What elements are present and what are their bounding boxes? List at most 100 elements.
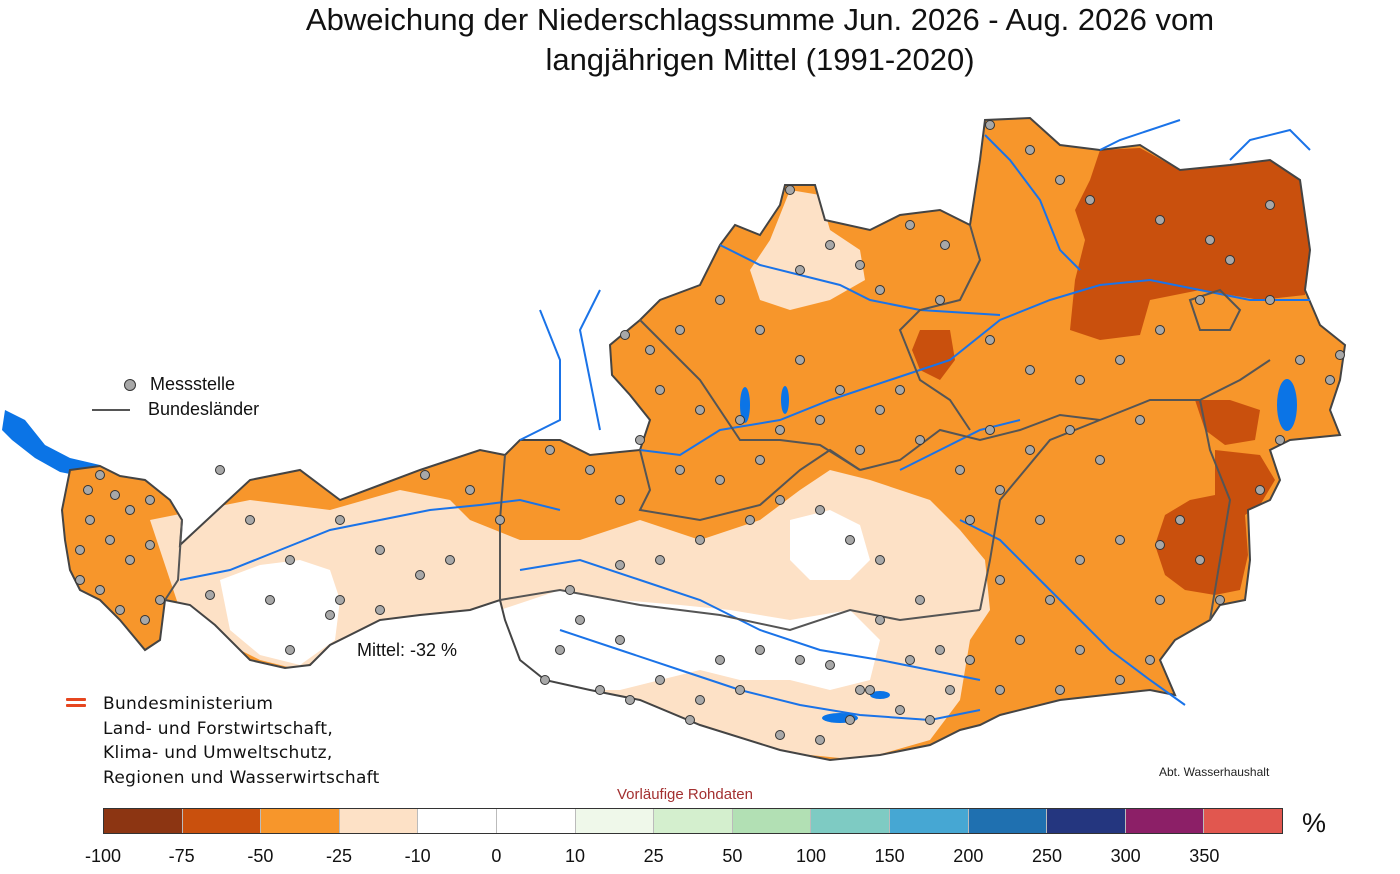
station-marker: [1065, 425, 1075, 435]
station-marker: [1055, 685, 1065, 695]
station-marker: [795, 355, 805, 365]
station-marker: [655, 555, 665, 565]
station-marker: [325, 610, 335, 620]
station-marker: [645, 345, 655, 355]
station-marker: [375, 545, 385, 555]
color-scale-tick-label: 100: [795, 846, 827, 866]
station-marker: [695, 405, 705, 415]
station-marker: [915, 435, 925, 445]
color-scale-tick-label: 250: [1031, 846, 1063, 866]
station-marker: [83, 485, 93, 495]
color-scale-unit: %: [1302, 808, 1327, 838]
station-marker: [995, 485, 1005, 495]
station-marker: [1195, 295, 1205, 305]
station-marker: [845, 535, 855, 545]
lake-constance: [2, 410, 100, 478]
station-marker: [110, 490, 120, 500]
station-marker: [95, 470, 105, 480]
station-marker: [755, 455, 765, 465]
station-marker: [1115, 675, 1125, 685]
station-marker: [1085, 195, 1095, 205]
station-marker: [855, 260, 865, 270]
station-marker: [655, 385, 665, 395]
austrian-flag-icon: [66, 698, 86, 790]
color-scale-tick-label: -25: [325, 846, 353, 866]
legend-border-label: Bundesländer: [148, 399, 260, 419]
station-marker: [995, 685, 1005, 695]
lake-traunsee: [781, 386, 789, 414]
color-scale-segment: [182, 809, 262, 833]
station-marker: [715, 475, 725, 485]
station-marker: [865, 685, 875, 695]
ministry-line-3: Klima- und Umweltschutz,: [103, 743, 333, 763]
station-marker: [755, 325, 765, 335]
station-marker: [375, 605, 385, 615]
station-marker: [145, 495, 155, 505]
station-marker: [1115, 535, 1125, 545]
region-normal-centre: [790, 510, 870, 580]
color-scale-segment: [418, 809, 497, 833]
station-marker: [785, 185, 795, 195]
station-marker: [1025, 365, 1035, 375]
border-line-icon: [92, 408, 130, 411]
station-marker: [845, 715, 855, 725]
station-marker: [215, 465, 225, 475]
ministry-line-2: Land- und Forstwirtschaft,: [103, 718, 334, 739]
station-marker: [875, 405, 885, 415]
legend-border-row: Bundesländer: [92, 397, 259, 422]
color-scale-segment: [104, 809, 183, 833]
station-marker: [835, 385, 845, 395]
station-marker: [775, 495, 785, 505]
station-marker: [615, 635, 625, 645]
station-marker: [585, 465, 595, 475]
station-marker: [935, 295, 945, 305]
station-marker: [895, 385, 905, 395]
station-marker: [965, 655, 975, 665]
station-marker: [115, 605, 125, 615]
region-very-dry-burgenland-south: [1155, 450, 1275, 595]
color-scale-segment: [339, 809, 419, 833]
station-marker: [140, 615, 150, 625]
station-marker: [1025, 145, 1035, 155]
station-marker: [555, 645, 565, 655]
station-marker: [935, 645, 945, 655]
station-marker: [615, 495, 625, 505]
color-scale-tick-label: 300: [1110, 846, 1141, 866]
station-marker: [1115, 355, 1125, 365]
station-marker: [995, 575, 1005, 585]
color-scale-segment: [654, 809, 733, 833]
station-marker: [1095, 455, 1105, 465]
station-marker: [985, 120, 995, 130]
station-marker: [685, 715, 695, 725]
region-very-dry-burgenland-north: [1195, 400, 1260, 445]
station-marker: [905, 220, 915, 230]
station-marker: [1145, 655, 1155, 665]
station-marker: [815, 505, 825, 515]
region-very-dry-mid: [912, 330, 955, 380]
state-borders: [164, 224, 1271, 632]
station-markers: [75, 120, 1345, 745]
color-scale-segment: [811, 809, 890, 833]
station-marker: [695, 695, 705, 705]
station-marker: [775, 425, 785, 435]
color-scale-tick-label: -50: [247, 846, 274, 866]
station-marker: [285, 555, 295, 565]
lake-ossiacher-see: [870, 691, 890, 699]
station-marker: [545, 445, 555, 455]
color-scale-tick-label: 0: [491, 846, 502, 866]
color-scale-segment: [1047, 809, 1126, 833]
station-marker: [745, 515, 755, 525]
station-marker: [465, 485, 475, 495]
station-marker: [575, 615, 585, 625]
station-marker: [1175, 515, 1185, 525]
station-marker: [1255, 485, 1265, 495]
station-marker: [755, 645, 765, 655]
station-marker: [1075, 645, 1085, 655]
station-marker: [1155, 540, 1165, 550]
station-marker: [945, 685, 955, 695]
station-marker: [285, 645, 295, 655]
station-symbol-icon: [124, 378, 136, 391]
station-marker: [205, 590, 215, 600]
station-marker: [875, 615, 885, 625]
station-marker: [1155, 325, 1165, 335]
